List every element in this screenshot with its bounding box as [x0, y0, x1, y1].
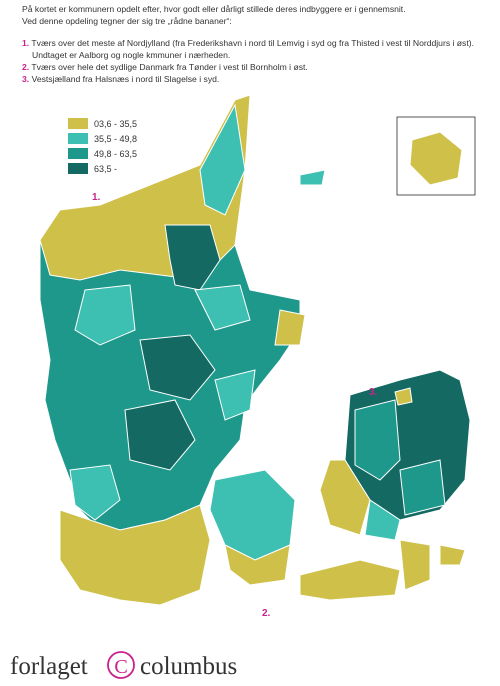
region [124, 399, 196, 471]
legend-swatch [68, 133, 88, 144]
region [194, 284, 251, 331]
region [399, 459, 446, 516]
legend-label: 63,5 - [94, 164, 117, 174]
logo-circle [107, 651, 135, 679]
legend-swatch [68, 163, 88, 174]
logo-symbol: C [114, 656, 127, 678]
logo-text: forlaget [10, 653, 88, 680]
legend-label: 35,5 - 49,8 [94, 134, 137, 144]
region [274, 309, 306, 346]
item: 1. Tværs over det meste af Nordjylland (… [22, 38, 487, 61]
legend-swatch [68, 148, 88, 159]
legend: 03,6 - 35,5 35,5 - 49,8 49,8 - 63,5 63,5 - [68, 118, 137, 174]
item-text: Tværs over hele det sydlige Danmark fra … [31, 62, 308, 72]
region [224, 544, 291, 586]
region [74, 284, 136, 346]
region [209, 469, 296, 561]
item-number: 2. [22, 62, 30, 72]
map-label: 3. [369, 387, 378, 398]
region [409, 131, 463, 186]
region [299, 169, 326, 186]
logo: forlaget C columbus [10, 651, 237, 680]
intro-line: Ved denne opdeling tegner der sig tre „r… [22, 16, 232, 26]
map-label: 1. [92, 192, 101, 203]
item: 3. Vestsjælland fra Halsnæs i nord til S… [22, 74, 487, 86]
region [399, 539, 431, 591]
region [299, 559, 401, 601]
item-number: 1. [22, 38, 30, 48]
region [394, 387, 413, 406]
item-number: 3. [22, 74, 30, 84]
region [139, 334, 216, 401]
region [199, 103, 246, 216]
item-text: Tværs over det meste af Nordjylland (fra… [31, 38, 474, 60]
region [439, 544, 466, 566]
region [354, 399, 401, 481]
region [69, 464, 121, 521]
item-text: Vestsjælland fra Halsnæs i nord til Slag… [31, 74, 220, 84]
item: 2. Tværs over hele det sydlige Danmark f… [22, 62, 487, 74]
legend-swatch [68, 118, 88, 129]
region [214, 369, 256, 421]
legend-label: 03,6 - 35,5 [94, 119, 137, 129]
region [59, 504, 211, 606]
region [364, 499, 401, 541]
inset-frame [396, 116, 476, 196]
intro-line: På kortet er kommunern opdelt efter, hvo… [22, 4, 406, 14]
regions [39, 94, 471, 606]
legend-label: 49,8 - 63,5 [94, 149, 137, 159]
logo-text: columbus [140, 653, 237, 680]
map-label: 2. [262, 608, 271, 619]
